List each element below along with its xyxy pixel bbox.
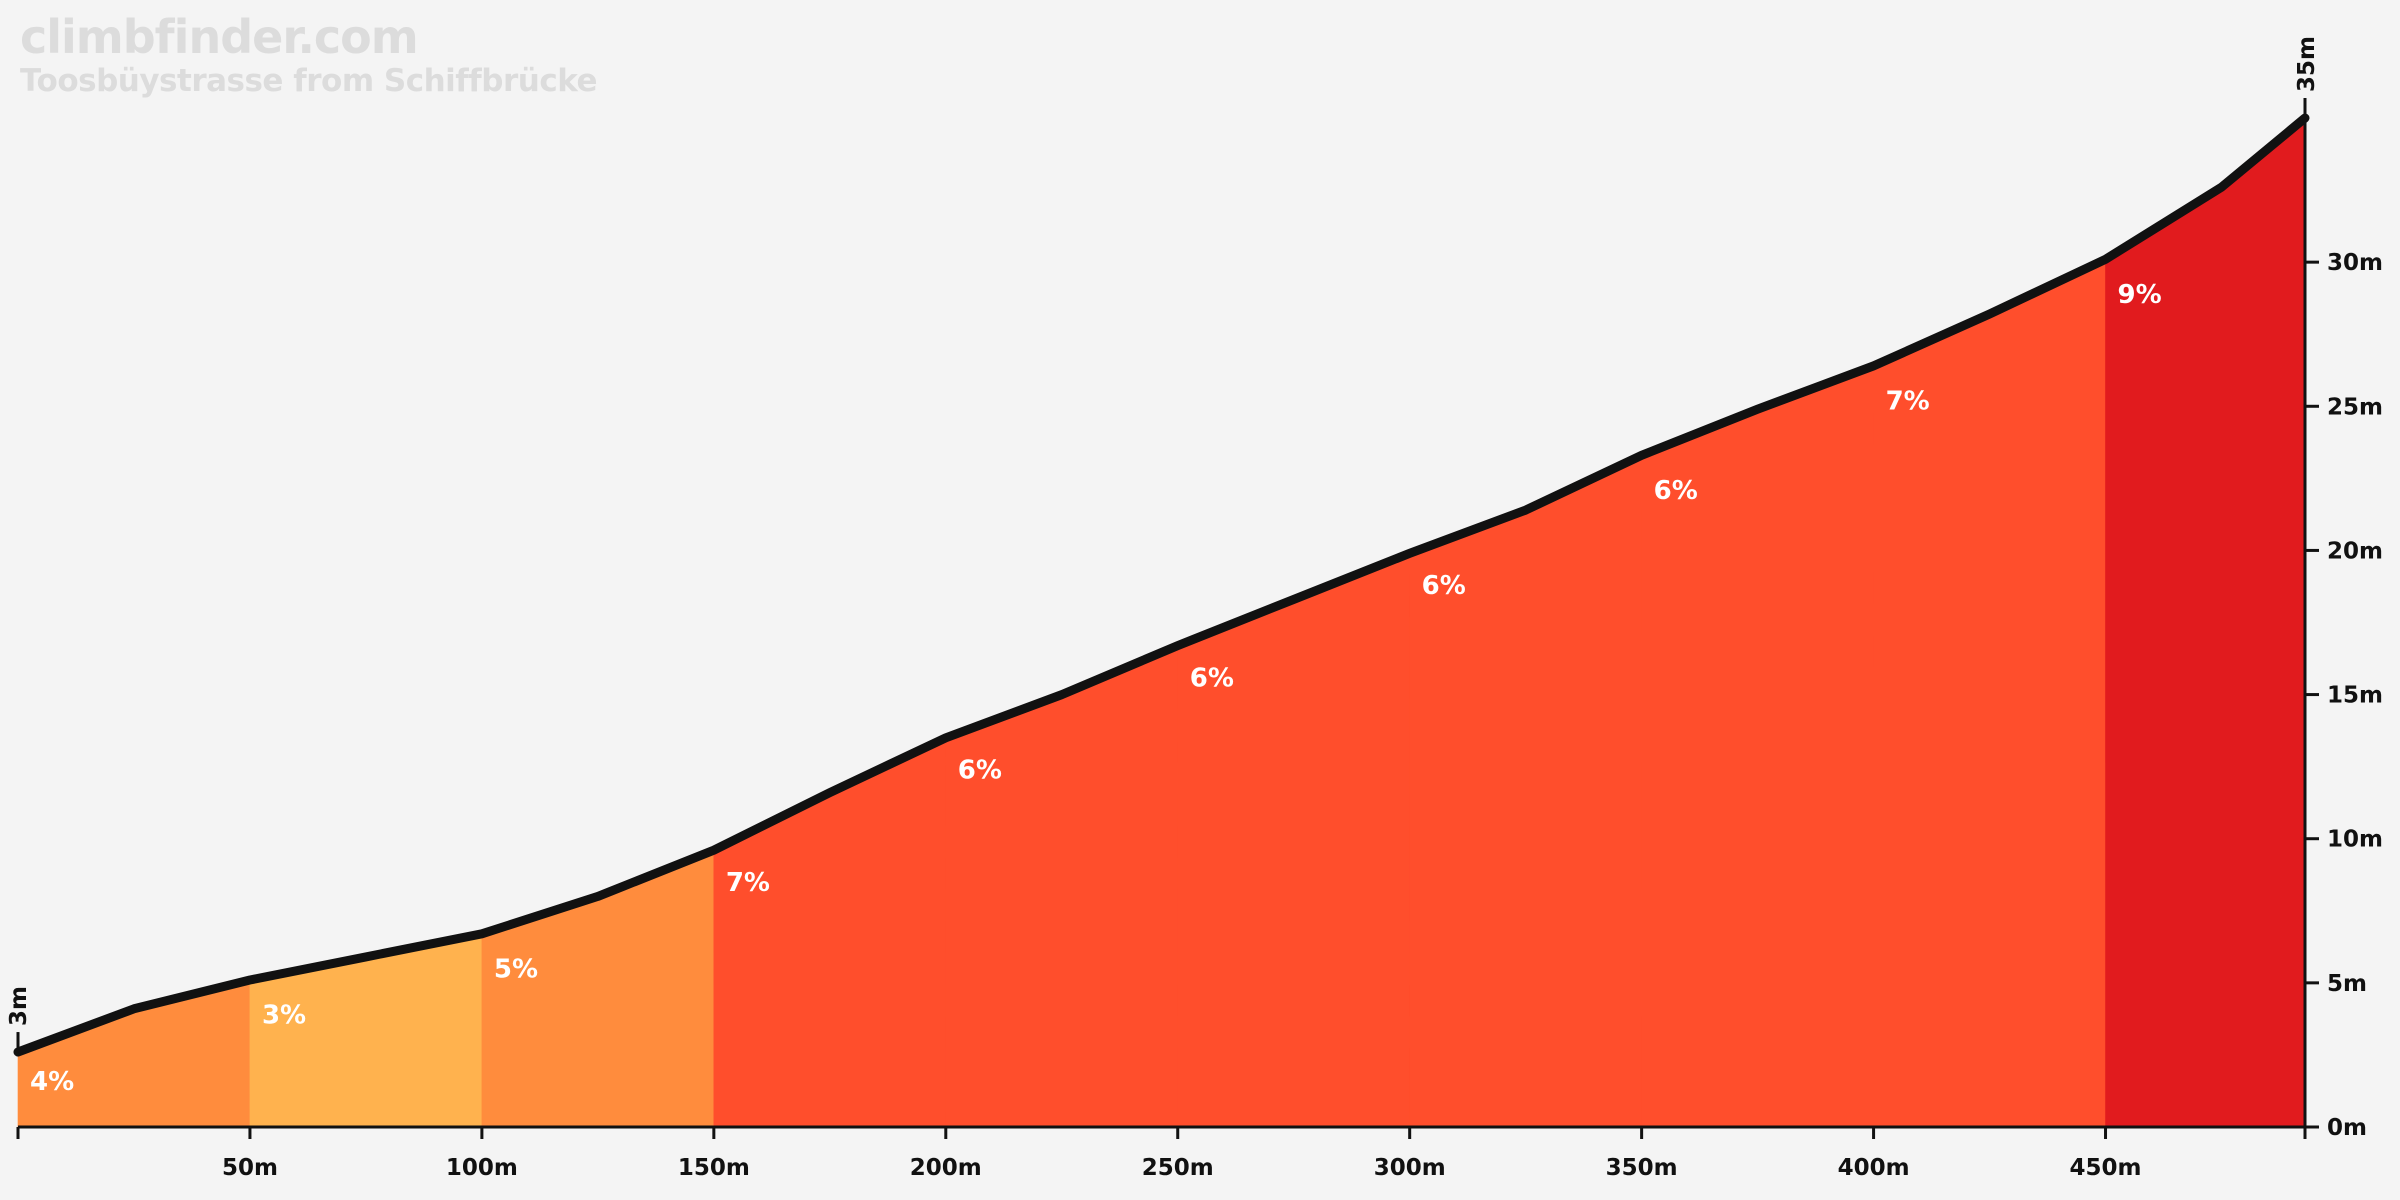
grade-label-8: 6% [1654, 476, 1698, 506]
grade-label-4: 7% [726, 868, 770, 898]
segment-area-7 [1409, 454, 1642, 1128]
segment-area-1 [17, 979, 251, 1128]
grade-label-3: 5% [494, 954, 538, 984]
end-elevation-label: 35m [2294, 36, 2320, 92]
y-tick-label-20: 20m [2327, 538, 2383, 564]
y-tick-label-25: 25m [2327, 394, 2383, 420]
grade-label-10: 9% [2118, 280, 2162, 310]
x-tick-label-300: 300m [1374, 1155, 1446, 1181]
y-tick-label-5: 5m [2327, 971, 2367, 997]
site-name: climbfinder.com [20, 10, 419, 64]
segment-area-5 [945, 645, 1179, 1128]
grade-label-5: 6% [958, 756, 1002, 786]
x-tick-label-150: 150m [678, 1155, 750, 1181]
grade-label-9: 7% [1886, 387, 1930, 417]
grade-label-7: 6% [1422, 571, 1466, 601]
climb-name: Toosbüystrasse from Schiffbrücke [20, 63, 598, 99]
segment-area-6 [1177, 552, 1411, 1128]
x-tick-label-200: 200m [910, 1155, 982, 1181]
grade-label-2: 3% [262, 1001, 306, 1031]
grade-label-1: 4% [30, 1067, 74, 1097]
brand-watermark: climbfinder.com Toosbüystrasse from Schi… [20, 10, 598, 99]
elevation-profile-line [13, 113, 2310, 1057]
y-tick-label-0: 0m [2327, 1115, 2367, 1141]
x-tick-label-400: 400m [1838, 1155, 1910, 1181]
start-elevation-label: 3m [6, 986, 32, 1026]
y-tick-label-30: 30m [2327, 250, 2383, 276]
x-tick-label-250: 250m [1142, 1155, 1214, 1181]
grade-label-6: 6% [1190, 663, 1234, 693]
x-tick-label-450: 450m [2070, 1155, 2142, 1181]
segment-area-10 [2105, 117, 2306, 1128]
y-tick-label-10: 10m [2327, 827, 2383, 853]
x-tick-label-100: 100m [446, 1155, 518, 1181]
x-tick-label-50: 50m [222, 1155, 278, 1181]
y-tick-label-15: 15m [2327, 683, 2383, 709]
x-tick-label-350: 350m [1606, 1155, 1678, 1181]
